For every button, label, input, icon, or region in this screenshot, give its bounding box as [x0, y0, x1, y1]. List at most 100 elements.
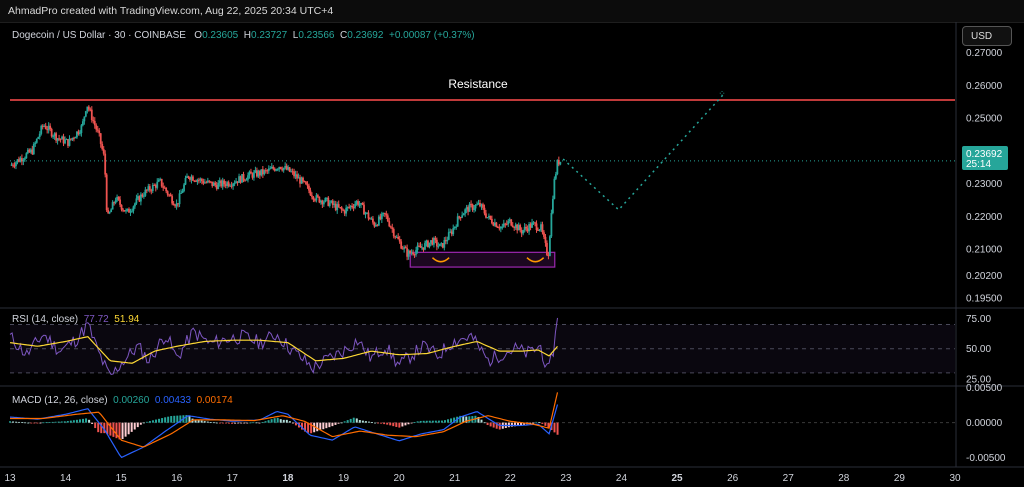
candle-body — [477, 202, 480, 205]
candle-body — [142, 195, 145, 197]
macd-histogram-bar — [228, 422, 231, 424]
candle-body — [232, 183, 235, 187]
candle-body — [360, 202, 362, 205]
candle-body — [376, 224, 379, 226]
candle-body — [462, 213, 465, 216]
candle-body — [10, 164, 13, 166]
macd-histogram-bar — [100, 422, 103, 434]
time-axis-label: 26 — [727, 473, 739, 484]
candle-body — [416, 245, 419, 251]
candle-body — [250, 171, 252, 174]
macd-histogram-bar — [258, 422, 261, 424]
candle-body — [174, 205, 176, 207]
candle-body — [294, 174, 297, 177]
candle-body — [193, 180, 196, 182]
candle-body — [86, 106, 89, 112]
candle-body — [126, 208, 129, 211]
candle-body — [270, 166, 273, 169]
candle-body — [16, 159, 19, 163]
macd-pane[interactable] — [9, 392, 955, 459]
macd-histogram-bar — [148, 421, 151, 423]
currency-button[interactable]: USD — [962, 26, 1012, 46]
candle-body — [266, 170, 269, 172]
macd-histogram-bar — [492, 422, 495, 428]
candle-body — [424, 243, 426, 250]
price-pane[interactable]: ⁘ — [10, 88, 955, 268]
candle-body — [120, 204, 123, 210]
candle-body — [62, 136, 65, 144]
symbol-legend: Dogecoin / US Dollar · 30 · COINBASE O0.… — [12, 30, 475, 41]
candle-body — [107, 210, 110, 214]
candle-body — [493, 222, 496, 226]
macd-histogram-bar — [538, 422, 541, 423]
candle-body — [74, 137, 77, 139]
macd-histogram-bar — [200, 420, 203, 423]
candle-body — [275, 169, 278, 171]
macd-histogram-bar — [425, 420, 428, 423]
candle-body — [413, 254, 416, 256]
macd-histogram-bar — [276, 417, 279, 423]
candle-body — [184, 177, 187, 185]
candle-body — [328, 202, 331, 206]
candle-body — [513, 227, 516, 229]
macd-histogram-bar — [142, 422, 145, 424]
candle-body — [242, 174, 245, 180]
rounded-bottom-arc — [526, 257, 545, 263]
candle-body — [108, 212, 111, 214]
candle-body — [55, 133, 58, 141]
candle-body — [218, 180, 221, 184]
candle-body — [383, 212, 386, 214]
macd-histogram-bar — [383, 422, 386, 425]
candle-body — [190, 176, 193, 180]
macd-histogram-bar — [447, 419, 450, 423]
candle-body — [214, 182, 217, 186]
candle-body — [502, 223, 505, 227]
candle-body — [334, 203, 337, 211]
macd-histogram-bar — [328, 422, 331, 428]
rounded-bottom-arc — [431, 257, 450, 263]
watermark-bar: AhmadPro created with TradingView.com, A… — [0, 0, 1024, 23]
candle-body — [496, 227, 499, 229]
candle-body — [348, 206, 351, 208]
candle-body — [474, 205, 477, 209]
macd-histogram-bar — [358, 420, 361, 423]
candle-body — [455, 226, 458, 228]
candle-body — [430, 240, 432, 243]
candle-body — [154, 185, 157, 188]
macd-histogram-bar — [395, 422, 398, 427]
candle-body — [111, 202, 114, 210]
macd-histogram-bar — [343, 421, 346, 423]
candle-body — [183, 184, 185, 192]
rsi-line — [9, 317, 558, 375]
rsi-axis-label: 50.00 — [966, 344, 991, 355]
candle-body — [479, 202, 481, 207]
candle-body — [458, 216, 461, 218]
time-axis-label: 22 — [505, 473, 517, 484]
candle-body — [395, 236, 398, 238]
close-value: 0.23692 — [347, 30, 384, 41]
candle-body — [450, 231, 453, 235]
macd-histogram-bar — [51, 421, 54, 423]
macd-histogram-bar — [261, 422, 264, 423]
candle-body — [206, 180, 209, 183]
candle-body — [339, 207, 342, 209]
candle-body — [546, 242, 548, 256]
candle-body — [76, 131, 78, 138]
macd-histogram-bar — [422, 420, 425, 423]
time-axis-label: 24 — [616, 473, 628, 484]
candle-body — [480, 204, 483, 207]
candle-body — [397, 236, 400, 240]
macd-signal-value: 0.00174 — [196, 395, 233, 406]
open-label: O — [194, 30, 203, 41]
candle-body — [464, 209, 467, 214]
macd-histogram-bar — [218, 422, 221, 424]
candle-body — [244, 179, 246, 181]
candle-body — [300, 177, 303, 184]
change-value: +0.00087 (+0.37%) — [388, 30, 475, 41]
candle-body — [550, 213, 553, 237]
time-axis-label: 16 — [171, 473, 183, 484]
rsi-pane[interactable] — [9, 317, 955, 375]
candle-body — [263, 170, 266, 175]
macd-legend: MACD (12, 26, close) 0.00260 0.00433 0.0… — [12, 395, 233, 406]
